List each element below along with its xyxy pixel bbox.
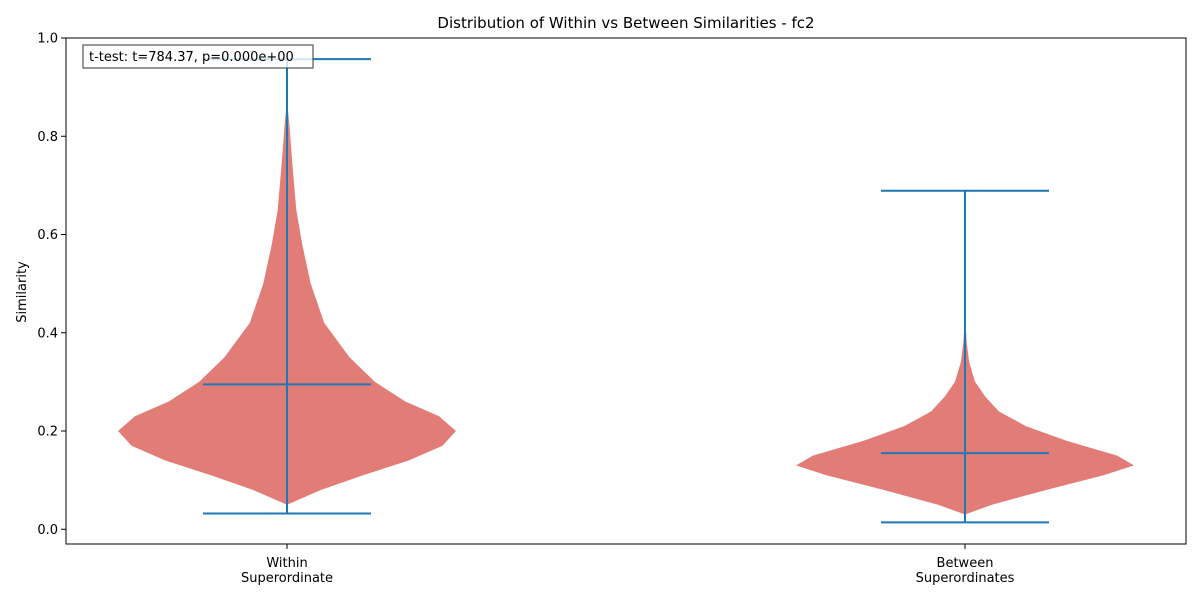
y-tick-label: 1.0 <box>37 32 58 47</box>
annotation-text: t-test: t=784.37, p=0.000e+00 <box>89 50 294 65</box>
y-axis-label: Similarity <box>15 261 30 323</box>
annotation-border <box>82 44 314 69</box>
x-tick-label: Within <box>266 556 307 571</box>
plot-area <box>118 58 1134 524</box>
annotation-box: t-test: t=784.37, p=0.000e+00 <box>82 44 314 69</box>
plot-frame <box>65 37 1187 545</box>
y-tick-label: 0.4 <box>37 326 58 341</box>
x-tick-label: Superordinates <box>916 571 1015 586</box>
y-tick-label: 0.8 <box>37 130 58 145</box>
y-tick-label: 0.2 <box>37 425 58 440</box>
x-tick-label: Between <box>937 556 994 571</box>
y-tick-label: 0.6 <box>37 228 58 243</box>
y-tick-label: 0.0 <box>37 523 58 538</box>
chart-title: Distribution of Within vs Between Simila… <box>437 14 814 32</box>
x-tick-label: Superordinate <box>241 571 333 586</box>
